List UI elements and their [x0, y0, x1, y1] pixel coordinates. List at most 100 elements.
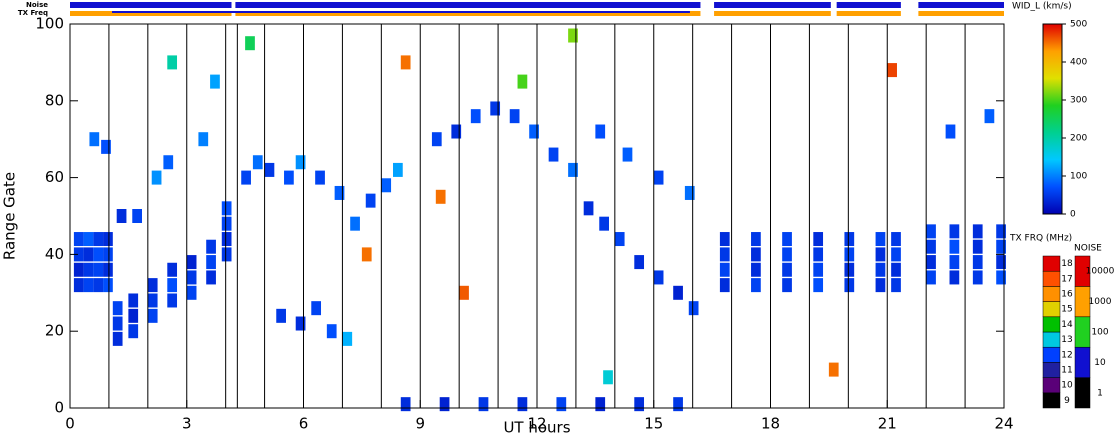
- colorbar-tick-label: 300: [1070, 96, 1087, 106]
- data-cell: [517, 74, 528, 89]
- data-cell: [599, 216, 609, 231]
- y-tick-label: 100: [35, 15, 64, 33]
- txfreq-bar-label: TX FRQ (MHz): [1009, 234, 1072, 244]
- data-cell: [595, 124, 606, 139]
- data-cell: [147, 278, 158, 293]
- data-cell: [93, 247, 104, 262]
- data-cell: [595, 397, 606, 412]
- y-tick-label: 0: [54, 399, 64, 417]
- colorbar-tick-label: 0: [1070, 210, 1076, 220]
- data-cell: [891, 247, 901, 262]
- data-cell: [93, 262, 104, 277]
- data-cell: [350, 216, 360, 231]
- txfreq-row-label: TX Freq: [18, 9, 48, 17]
- noise-segment: [918, 2, 1004, 8]
- txfreq-bar-tick-label: 9: [1064, 396, 1070, 406]
- txfreq-bar-box: [1042, 346, 1061, 363]
- data-cell: [583, 201, 594, 216]
- data-cell: [926, 270, 936, 285]
- data-cell: [517, 397, 528, 412]
- data-cell: [198, 132, 209, 147]
- x-tick-label: 0: [65, 415, 75, 433]
- data-cell: [83, 278, 94, 293]
- data-cell: [147, 293, 158, 308]
- noise-segment: [836, 2, 901, 8]
- data-cell: [813, 232, 824, 247]
- txfreq-bar-tick-label: 16: [1061, 290, 1073, 300]
- data-cell: [653, 170, 664, 185]
- data-cell: [813, 247, 824, 262]
- data-cell: [972, 224, 983, 239]
- y-tick-label: 40: [45, 245, 64, 263]
- colorbar-tick-label: 200: [1070, 134, 1087, 144]
- noise-bar-tick-label: 10000: [1086, 267, 1115, 277]
- data-cell: [431, 132, 442, 147]
- data-cell: [751, 247, 761, 262]
- txfreq-bar-tick-label: 15: [1061, 305, 1072, 315]
- data-cell: [875, 278, 886, 293]
- data-cell: [167, 293, 178, 308]
- data-cell: [435, 189, 446, 204]
- colorbar-label: WID_L (km/s): [1012, 2, 1072, 12]
- data-cell: [568, 162, 578, 177]
- data-cell: [844, 232, 855, 247]
- noise-segment: [714, 2, 831, 8]
- data-cell: [673, 285, 683, 300]
- data-cell: [334, 185, 345, 200]
- data-cell: [206, 239, 216, 254]
- data-cell: [844, 278, 855, 293]
- data-cell: [93, 278, 104, 293]
- txfreq-bar-tick-label: 14: [1061, 320, 1073, 330]
- data-cell: [101, 139, 111, 154]
- data-cell: [147, 308, 158, 323]
- txfreq-bar-box: [1042, 316, 1061, 333]
- data-cell: [89, 132, 100, 147]
- noise-bar-label: NOISE: [1074, 244, 1102, 254]
- data-cell: [891, 262, 901, 277]
- txfreq-bar-box: [1042, 270, 1061, 287]
- y-tick-label: 80: [45, 91, 64, 109]
- data-cell: [83, 232, 94, 247]
- data-cell: [103, 232, 113, 247]
- data-cell: [478, 397, 489, 412]
- data-cell: [128, 324, 139, 339]
- data-cell: [509, 109, 520, 124]
- data-cell: [295, 316, 306, 331]
- noise-bar-box: [1074, 346, 1091, 378]
- data-cell: [972, 255, 983, 270]
- txfreq-segment: [70, 11, 232, 16]
- data-cell: [167, 55, 178, 70]
- data-cell: [996, 270, 1006, 285]
- data-cell: [972, 270, 983, 285]
- x-tick-label: 21: [878, 415, 897, 433]
- data-cell: [926, 224, 936, 239]
- data-cell: [945, 124, 956, 139]
- data-cell: [996, 239, 1006, 254]
- x-tick-label: 18: [761, 415, 780, 433]
- data-cell: [245, 36, 255, 51]
- data-cell: [132, 209, 142, 223]
- data-cell: [972, 239, 983, 254]
- data-cell: [112, 331, 123, 346]
- data-cell: [751, 262, 761, 277]
- data-cell: [167, 262, 178, 277]
- data-cell: [926, 255, 936, 270]
- y-tick-label: 60: [45, 168, 64, 186]
- txfreq-bar-tick-label: 17: [1061, 274, 1072, 284]
- data-cell: [381, 178, 392, 193]
- x-tick-label: 3: [182, 415, 192, 433]
- txfreq-segment: [918, 11, 1004, 16]
- data-cell: [875, 247, 886, 262]
- data-cell: [459, 285, 469, 300]
- data-cell: [103, 278, 113, 293]
- noise-row-label: Noise: [26, 1, 48, 9]
- data-cell: [996, 255, 1006, 270]
- data-cell: [719, 262, 730, 277]
- data-cell: [949, 270, 960, 285]
- data-cell: [813, 278, 824, 293]
- data-cell: [284, 170, 294, 185]
- data-cell: [875, 262, 886, 277]
- data-cell: [221, 232, 232, 247]
- txfreq-bar-box: [1042, 377, 1061, 394]
